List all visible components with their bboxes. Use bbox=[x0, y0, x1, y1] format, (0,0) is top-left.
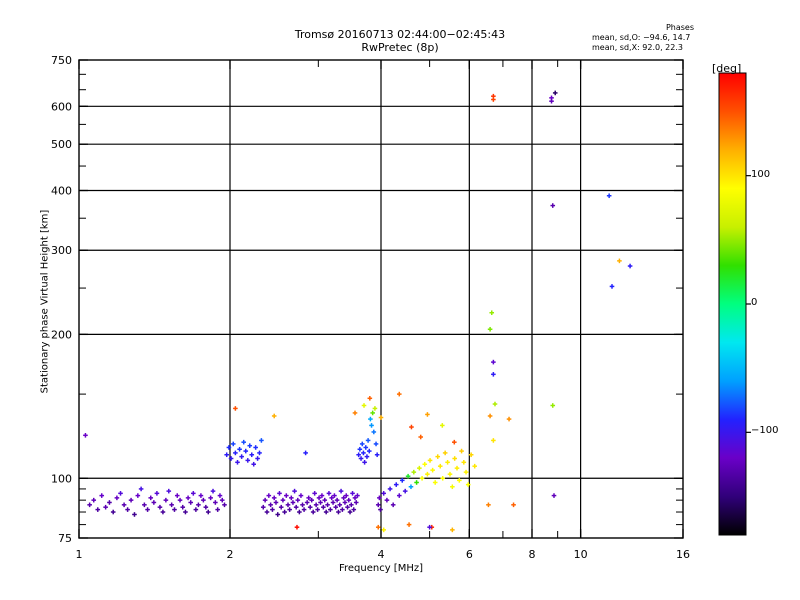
svg-text:10: 10 bbox=[574, 548, 588, 561]
plot-frame bbox=[78, 59, 684, 539]
phase-stats-heading: Phases bbox=[665, 23, 695, 32]
data-points-layer bbox=[83, 90, 633, 533]
phase-stats-x-mode: mean, sd,X: 92.0, 22.3 bbox=[592, 43, 683, 52]
colorbar-tick-label: −100 bbox=[751, 425, 779, 437]
svg-text:100: 100 bbox=[51, 472, 72, 485]
colorbar-ticks bbox=[746, 175, 751, 433]
x-axis-label: Frequency [MHz] bbox=[338, 563, 424, 574]
colorbar-tick-label: 100 bbox=[751, 168, 771, 180]
gridlines bbox=[79, 60, 683, 538]
svg-text:500: 500 bbox=[51, 138, 72, 151]
plot-subtitle: RwPretec (8p) bbox=[361, 41, 439, 54]
colorbar-tick-label: 0 bbox=[751, 297, 758, 308]
svg-text:200: 200 bbox=[51, 328, 72, 341]
plot-title-line-1: Tromsø 20160713 02:44:00−02:45:43 bbox=[294, 28, 506, 41]
svg-text:400: 400 bbox=[51, 184, 72, 197]
svg-text:600: 600 bbox=[51, 100, 72, 113]
svg-text:6: 6 bbox=[466, 548, 473, 561]
svg-text:1: 1 bbox=[76, 548, 83, 561]
svg-text:2: 2 bbox=[227, 548, 234, 561]
svg-text:75: 75 bbox=[58, 532, 72, 545]
svg-text:16: 16 bbox=[676, 548, 690, 561]
colorbar-title: [deg] bbox=[712, 62, 742, 75]
svg-text:750: 750 bbox=[51, 54, 72, 67]
y-axis-label: Stationary phase Virtual Height [km] bbox=[39, 209, 51, 394]
axis-tick-labels: 1 2 4 6 8 10 16 75 100 200 300 400 500 600 750 bbox=[51, 54, 690, 561]
svg-text:8: 8 bbox=[529, 548, 536, 561]
svg-text:4: 4 bbox=[378, 548, 385, 561]
phase-stats-o-mode: mean, sd,O: −94.6, 14.7 bbox=[592, 33, 691, 42]
colorbar-gradient bbox=[718, 72, 747, 536]
svg-text:300: 300 bbox=[51, 244, 72, 257]
